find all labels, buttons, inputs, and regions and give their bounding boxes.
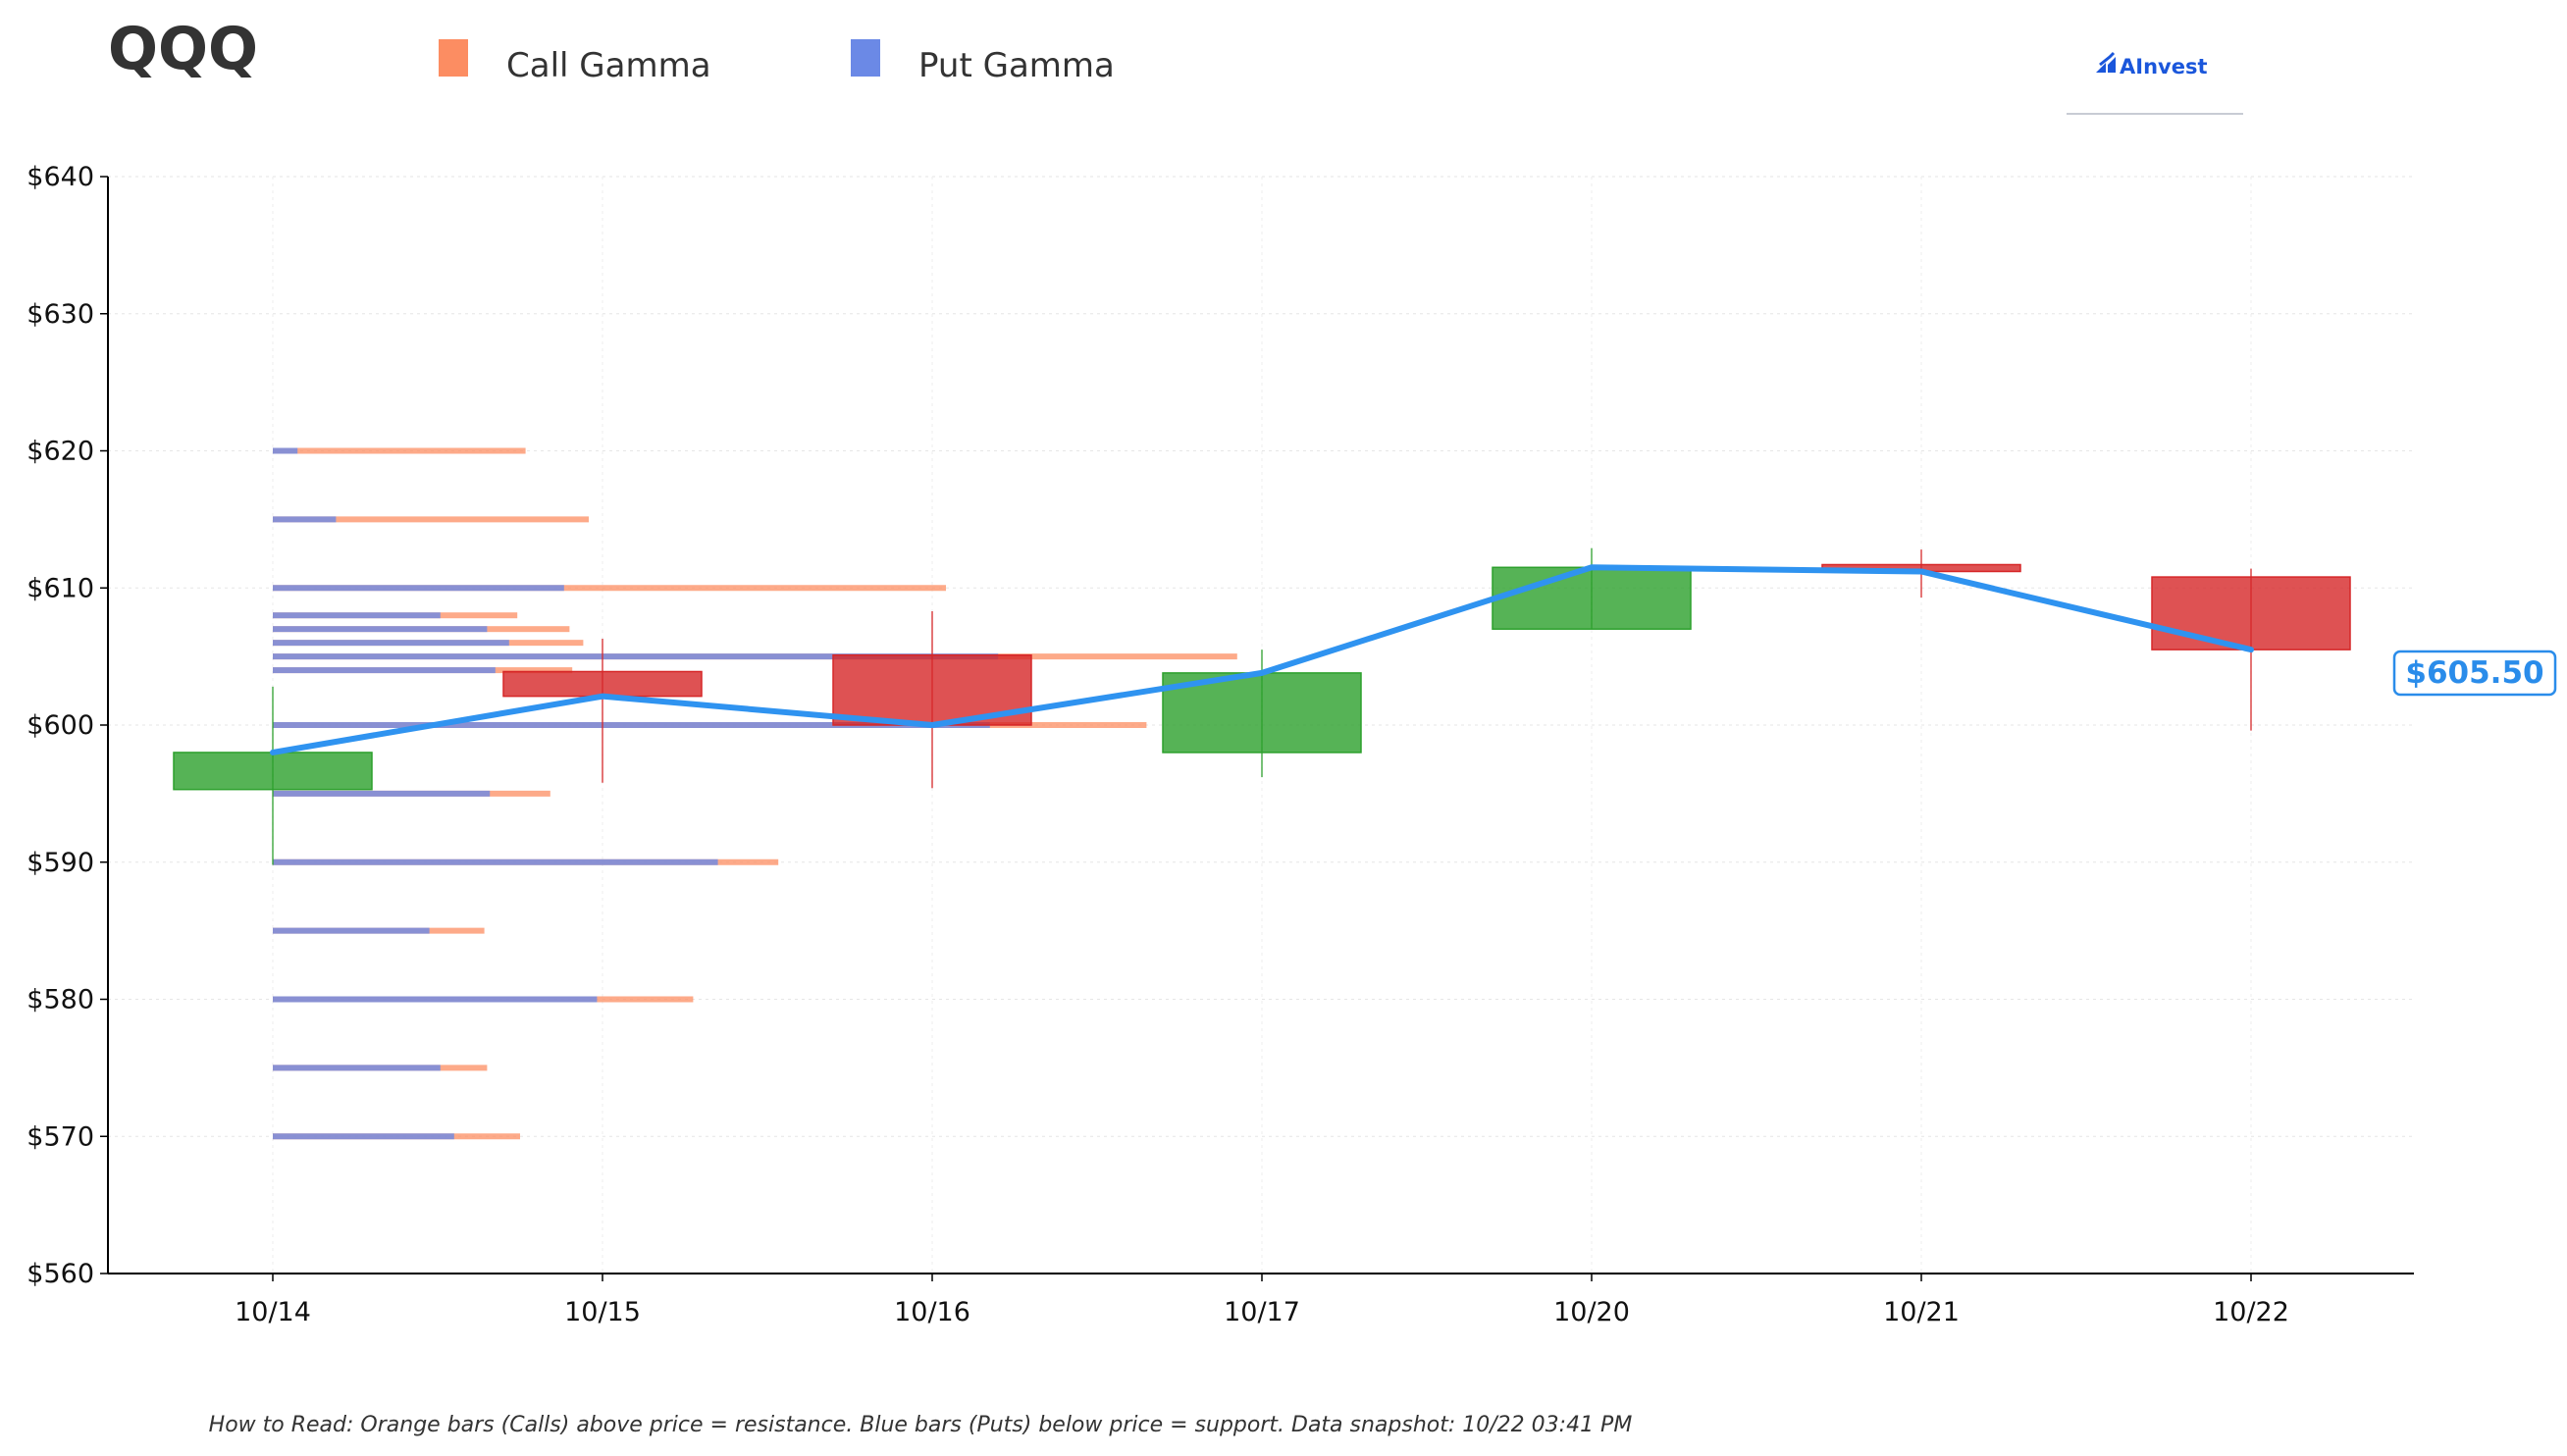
chart-title: QQQ: [108, 15, 258, 83]
put-gamma-bar: [273, 858, 718, 865]
legend-swatch-call: [439, 39, 468, 77]
x-tick-label: 10/21: [1883, 1297, 1960, 1327]
brand-name: AInvest: [2120, 55, 2208, 78]
x-tick-label: 10/22: [2213, 1297, 2289, 1327]
legend-label-put: Put Gamma: [918, 46, 1115, 85]
y-tick-label: $640: [26, 162, 94, 192]
candle-body: [502, 670, 703, 698]
candle-body: [2151, 576, 2351, 650]
price-line: [270, 564, 2254, 755]
y-tick-label: $580: [26, 985, 94, 1015]
x-tick-label: 10/15: [564, 1297, 641, 1327]
y-tick-label: $600: [26, 710, 94, 741]
y-tick-label: $620: [26, 437, 94, 467]
call-gamma-bar: [273, 447, 526, 454]
put-gamma-bar: [273, 996, 598, 1003]
x-tick-label: 10/16: [894, 1297, 970, 1327]
put-gamma-bar: [273, 585, 564, 592]
last-price-label: $605.50: [2405, 655, 2543, 691]
gamma-bars: [273, 447, 1237, 1140]
last-price-box: [2392, 650, 2557, 697]
y-tick-label: $610: [26, 573, 94, 603]
y-tick-label: $590: [26, 848, 94, 878]
grid: [108, 176, 2414, 1274]
legend: Call Gamma Put Gamma: [439, 39, 1115, 85]
put-gamma-bar: [273, 640, 509, 647]
last-price-badge: $605.50: [2392, 650, 2557, 697]
y-tick-label: $570: [26, 1121, 94, 1152]
call-gamma-bar: [273, 585, 946, 592]
x-tick-label: 10/20: [1553, 1297, 1630, 1327]
logo-bars-icon: [2096, 57, 2116, 73]
candle-body: [1492, 566, 1692, 630]
put-gamma-bar: [273, 722, 990, 728]
y-tick-label: $560: [26, 1259, 94, 1289]
brand-logo: AInvest: [2067, 51, 2243, 115]
put-gamma-bar: [273, 612, 441, 619]
y-tick-label: $630: [26, 299, 94, 330]
tick-labels: $560 $570 $580 $590 $600 $610 $620 $630 $640 10/1…: [26, 162, 2289, 1327]
put-gamma-bar: [273, 447, 298, 454]
call-gamma-bar: [273, 516, 589, 523]
put-gamma-bar: [273, 626, 488, 633]
axes: [100, 176, 2414, 1281]
put-gamma-bar: [273, 653, 999, 660]
legend-label-call: Call Gamma: [506, 46, 711, 85]
put-gamma-bar: [273, 667, 496, 674]
candle-body: [173, 752, 373, 791]
legend-swatch-put: [851, 39, 880, 77]
x-tick-label: 10/14: [235, 1297, 311, 1327]
put-gamma-bar: [273, 790, 491, 797]
put-gamma-bar: [273, 1065, 441, 1071]
x-tick-label: 10/17: [1224, 1297, 1300, 1327]
put-gamma-bar: [273, 1133, 454, 1140]
footer-note: How to Read: Orange bars (Calls) above p…: [209, 1413, 1633, 1437]
logo-arrow-icon: [2099, 51, 2116, 67]
put-gamma-bar: [273, 927, 430, 934]
price-line-group: [270, 564, 2254, 755]
put-gamma-bar: [273, 516, 337, 523]
